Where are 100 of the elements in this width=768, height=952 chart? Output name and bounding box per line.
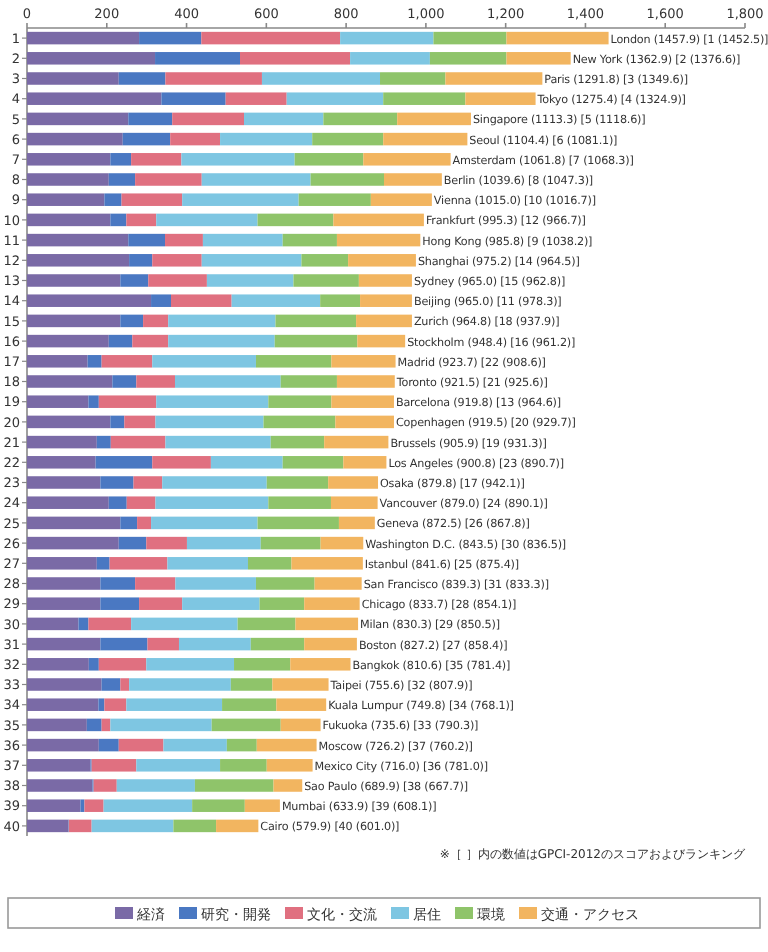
bar: [276, 698, 327, 711]
bar: [348, 254, 416, 267]
bar: [27, 476, 101, 489]
bar: [131, 617, 238, 631]
bar: [27, 112, 129, 126]
bar: [186, 536, 261, 550]
bar: [304, 637, 357, 651]
bar: [194, 779, 274, 792]
bar: [27, 759, 91, 772]
bar: [27, 173, 109, 186]
bar: [225, 92, 287, 105]
bar: [294, 153, 364, 166]
bar: [256, 738, 317, 752]
bar: [100, 637, 148, 651]
bar: [110, 415, 125, 429]
bar: [168, 334, 275, 348]
bar: [338, 516, 375, 530]
bar: [174, 375, 281, 388]
bar: [27, 72, 119, 85]
bar: [230, 678, 273, 691]
bar: [104, 698, 127, 711]
bar: [270, 435, 325, 449]
bar: [331, 395, 394, 408]
bar: [350, 52, 430, 65]
bar: [136, 759, 221, 772]
bar: [260, 536, 321, 550]
bar: [120, 516, 138, 530]
bar: [101, 678, 121, 691]
bar: [328, 476, 379, 489]
bar: [274, 334, 358, 348]
bar: [27, 738, 99, 752]
bar: [206, 274, 294, 287]
bar: [165, 72, 262, 85]
bar: [324, 435, 389, 449]
bar: [273, 779, 303, 792]
bar: [91, 759, 137, 772]
bar: [220, 759, 267, 772]
bar: [88, 395, 99, 408]
bar: [429, 52, 507, 65]
bar: [298, 193, 371, 206]
bar: [266, 476, 329, 489]
bar: [310, 173, 385, 186]
bar: [27, 153, 111, 166]
bar: [336, 375, 395, 388]
bar: [108, 173, 136, 186]
bar: [155, 496, 269, 509]
bar: [156, 395, 269, 408]
bar: [171, 294, 232, 307]
bar: [257, 213, 334, 227]
bar: [201, 31, 341, 45]
bar: [27, 597, 101, 610]
bar: [266, 759, 313, 772]
bar: [137, 516, 152, 530]
bar: [143, 314, 169, 328]
bar: [88, 617, 132, 631]
bar: [139, 31, 202, 45]
bar: [383, 92, 466, 105]
bar: [27, 496, 109, 509]
bar: [27, 516, 121, 530]
bar: [120, 274, 149, 287]
bar: [202, 233, 283, 247]
bar: [331, 355, 396, 368]
bar: [108, 334, 133, 348]
bar: [126, 698, 223, 711]
bar: [27, 314, 121, 328]
bar: [27, 213, 111, 227]
bar: [433, 31, 507, 45]
bar: [161, 92, 226, 105]
bar: [129, 678, 231, 691]
bar: [293, 274, 359, 287]
bar: [280, 375, 337, 388]
bar: [27, 678, 102, 691]
bar: [282, 233, 337, 247]
bar: [78, 617, 89, 631]
bar: [68, 819, 92, 833]
bar: [27, 415, 111, 429]
bar: [383, 132, 468, 146]
bar: [211, 718, 281, 732]
bar: [384, 173, 442, 186]
bar: [148, 274, 207, 287]
bar: [312, 132, 384, 146]
bar: [124, 415, 156, 429]
bar: [118, 72, 166, 85]
bar: [110, 718, 212, 732]
bar: [155, 52, 241, 65]
bar: [181, 153, 295, 166]
bar: [27, 658, 89, 671]
bar: [128, 112, 173, 126]
bar: [220, 132, 313, 146]
bar: [27, 132, 123, 146]
bar: [268, 496, 331, 509]
bar: [27, 294, 152, 307]
bar: [27, 456, 96, 469]
bar: [135, 577, 176, 590]
bar: [152, 456, 211, 469]
bar: [27, 375, 113, 388]
bar: [320, 294, 361, 307]
bar: [27, 779, 93, 792]
bar: [240, 52, 351, 65]
bar: [95, 456, 153, 469]
